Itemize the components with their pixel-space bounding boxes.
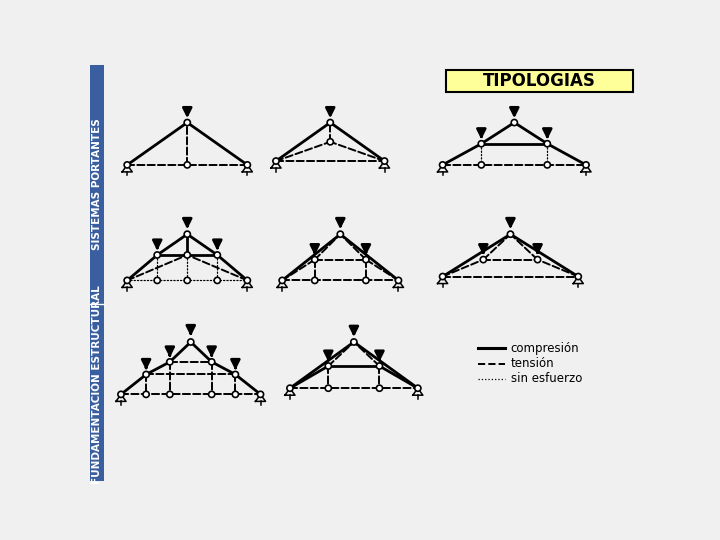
Circle shape bbox=[382, 158, 387, 164]
Circle shape bbox=[480, 256, 487, 262]
Circle shape bbox=[154, 252, 161, 258]
Circle shape bbox=[124, 278, 130, 284]
Circle shape bbox=[327, 139, 333, 145]
Circle shape bbox=[534, 256, 541, 262]
Circle shape bbox=[167, 359, 173, 365]
Circle shape bbox=[279, 278, 285, 284]
Circle shape bbox=[327, 119, 333, 126]
Circle shape bbox=[184, 231, 190, 237]
Circle shape bbox=[184, 252, 190, 258]
Circle shape bbox=[214, 252, 220, 258]
Circle shape bbox=[188, 339, 194, 345]
Circle shape bbox=[233, 372, 238, 377]
Circle shape bbox=[544, 140, 550, 147]
Circle shape bbox=[214, 278, 220, 284]
Text: SISTEMAS PORTANTES: SISTEMAS PORTANTES bbox=[92, 118, 102, 250]
Circle shape bbox=[575, 273, 581, 280]
Text: sin esfuerzo: sin esfuerzo bbox=[510, 373, 582, 386]
Circle shape bbox=[325, 363, 331, 369]
Circle shape bbox=[154, 278, 161, 284]
Circle shape bbox=[337, 231, 343, 237]
Bar bbox=[90, 65, 104, 481]
Circle shape bbox=[363, 278, 369, 284]
Circle shape bbox=[478, 162, 485, 168]
Circle shape bbox=[244, 278, 251, 284]
Text: tensión: tensión bbox=[510, 357, 554, 370]
Circle shape bbox=[209, 359, 215, 365]
Circle shape bbox=[478, 140, 485, 147]
Circle shape bbox=[583, 162, 589, 168]
Circle shape bbox=[258, 392, 264, 397]
Circle shape bbox=[312, 278, 318, 284]
Circle shape bbox=[184, 119, 190, 126]
Circle shape bbox=[439, 273, 446, 280]
Text: compresión: compresión bbox=[510, 342, 580, 355]
Circle shape bbox=[143, 392, 149, 397]
Circle shape bbox=[184, 162, 190, 168]
Circle shape bbox=[312, 256, 318, 262]
Text: TIPOLOGIAS: TIPOLOGIAS bbox=[483, 72, 596, 90]
Circle shape bbox=[544, 162, 550, 168]
Circle shape bbox=[395, 278, 402, 284]
Circle shape bbox=[508, 231, 513, 237]
Circle shape bbox=[439, 162, 446, 168]
Circle shape bbox=[124, 162, 130, 168]
Circle shape bbox=[377, 385, 382, 392]
Circle shape bbox=[363, 256, 369, 262]
Circle shape bbox=[233, 392, 238, 397]
Circle shape bbox=[143, 372, 149, 377]
Circle shape bbox=[287, 385, 293, 392]
Circle shape bbox=[167, 392, 173, 397]
Circle shape bbox=[377, 363, 382, 369]
FancyBboxPatch shape bbox=[446, 70, 634, 92]
Circle shape bbox=[184, 278, 190, 284]
Circle shape bbox=[325, 385, 331, 392]
Circle shape bbox=[273, 158, 279, 164]
Circle shape bbox=[351, 339, 357, 345]
Circle shape bbox=[415, 385, 421, 392]
Circle shape bbox=[244, 162, 251, 168]
Circle shape bbox=[511, 119, 518, 126]
Circle shape bbox=[118, 392, 124, 397]
Circle shape bbox=[209, 392, 215, 397]
Text: FUNDAMENTACIÓN ESTRUCTURAL: FUNDAMENTACIÓN ESTRUCTURAL bbox=[92, 285, 102, 484]
